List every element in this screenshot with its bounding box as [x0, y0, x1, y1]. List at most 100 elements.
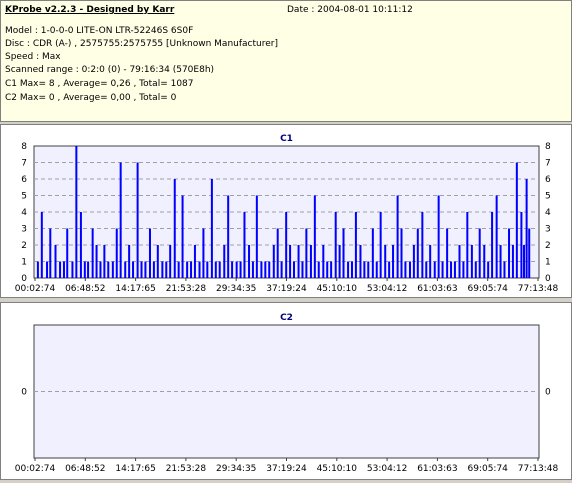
scan-date: Date : 2004-08-01 10:11:12 [287, 5, 413, 15]
app-title: KProbe v2.2.3 - Designed by Karr [5, 5, 175, 15]
y-tick-label-left: 2 [21, 241, 27, 251]
x-tick-label: 14:17:65 [115, 284, 155, 294]
data-bar [317, 261, 320, 278]
data-bar [193, 245, 196, 278]
data-bar [156, 245, 159, 278]
data-bar [388, 261, 391, 278]
data-bar [264, 261, 267, 278]
data-bar [367, 261, 370, 278]
data-bar [425, 261, 428, 278]
data-bar [268, 261, 271, 278]
y-tick-label-left: 0 [21, 274, 27, 284]
data-bar [71, 261, 74, 278]
data-bar [297, 245, 300, 278]
data-bar [181, 195, 184, 278]
data-bar [404, 261, 407, 278]
data-bar [520, 212, 523, 278]
data-bar [243, 212, 246, 278]
data-bar [40, 212, 43, 278]
data-bar [49, 228, 52, 278]
y-tick-label-left: 1 [21, 258, 27, 268]
x-tick-label: 69:05:74 [467, 464, 508, 474]
data-bar [119, 162, 122, 278]
data-bar [446, 228, 449, 278]
speed-info: Speed : Max [5, 52, 61, 62]
x-tick-label: 45:10:10 [317, 284, 358, 294]
y-tick-label-left: 4 [21, 208, 27, 218]
x-tick-label: 61:03:63 [417, 284, 457, 294]
data-bar [474, 261, 477, 278]
data-bar [371, 228, 374, 278]
data-bar [309, 245, 312, 278]
x-tick-label: 21:53:28 [166, 464, 207, 474]
y-tick-label-right: 4 [545, 208, 551, 218]
data-bar [173, 179, 176, 278]
data-bar [202, 228, 205, 278]
c2-chart-panel: C2 0 0 00:02:74 06:48:52 14:17:65 21:53:28 29:3… [0, 302, 572, 480]
data-bar [239, 261, 242, 278]
data-bar [462, 261, 465, 278]
y-tick-label-right: 2 [545, 241, 551, 251]
data-bar [292, 261, 295, 278]
data-bar [95, 245, 98, 278]
data-bar [458, 245, 461, 278]
data-bar [429, 245, 432, 278]
data-bar [326, 261, 329, 278]
y-tick-label-right: 6 [545, 175, 551, 185]
data-bar [450, 261, 453, 278]
x-tick-label: 53:04:12 [367, 284, 407, 294]
data-bar [177, 261, 180, 278]
data-bar [115, 228, 118, 278]
data-bar [392, 245, 395, 278]
data-bar [103, 245, 106, 278]
data-bar [91, 228, 94, 278]
y-tick-label-right: 5 [545, 192, 551, 202]
data-bar [528, 228, 531, 278]
y-tick-label-right: 8 [545, 142, 551, 152]
x-tick-label: 29:34:35 [216, 284, 256, 294]
data-bar [132, 261, 135, 278]
data-bar [186, 261, 189, 278]
c1-stats: C1 Max= 8 , Average= 0,26 , Total= 1087 [5, 79, 194, 89]
data-bar [59, 261, 62, 278]
data-bar [75, 146, 78, 278]
data-bar [350, 261, 353, 278]
data-bar [227, 195, 230, 278]
data-bar [255, 195, 258, 278]
data-bar [416, 228, 419, 278]
data-bar [515, 162, 518, 278]
data-bar [375, 261, 378, 278]
data-bar [140, 261, 143, 278]
data-bar [347, 261, 350, 278]
data-bar [128, 245, 131, 278]
data-bar [83, 261, 86, 278]
data-bar [453, 261, 456, 278]
x-tick-label: 14:17:65 [115, 464, 155, 474]
data-bar [54, 245, 57, 278]
data-bar [384, 245, 387, 278]
data-bar [124, 261, 127, 278]
data-bar [214, 261, 217, 278]
x-tick-label: 61:03:63 [417, 464, 457, 474]
data-bar [301, 261, 304, 278]
data-bar [107, 261, 110, 278]
data-bar [66, 228, 69, 278]
scanned-range: Scanned range : 0:2:0 (0) - 79:16:34 (57… [5, 65, 215, 75]
y-tick-label-left: 0 [21, 388, 27, 398]
data-bar [508, 228, 511, 278]
data-bar [499, 245, 502, 278]
data-bar [354, 212, 357, 278]
data-bar [276, 228, 279, 278]
data-bar [487, 261, 490, 278]
data-bar [491, 212, 494, 278]
y-tick-label-left: 8 [21, 142, 27, 152]
data-bar [206, 261, 209, 278]
x-tick-label: 77:13:48 [518, 284, 559, 294]
y-tick-label-left: 3 [21, 225, 27, 235]
y-tick-label-right: 7 [545, 159, 551, 169]
data-bar [396, 195, 399, 278]
data-bar [111, 261, 114, 278]
c2-chart: C2 0 0 00:02:74 06:48:52 14:17:65 21:53:28 29:3… [15, 313, 559, 474]
data-bar [235, 261, 238, 278]
drive-model: Model : 1-0-0-0 LITE-ON LTR-52246S 6S0F [5, 26, 194, 36]
